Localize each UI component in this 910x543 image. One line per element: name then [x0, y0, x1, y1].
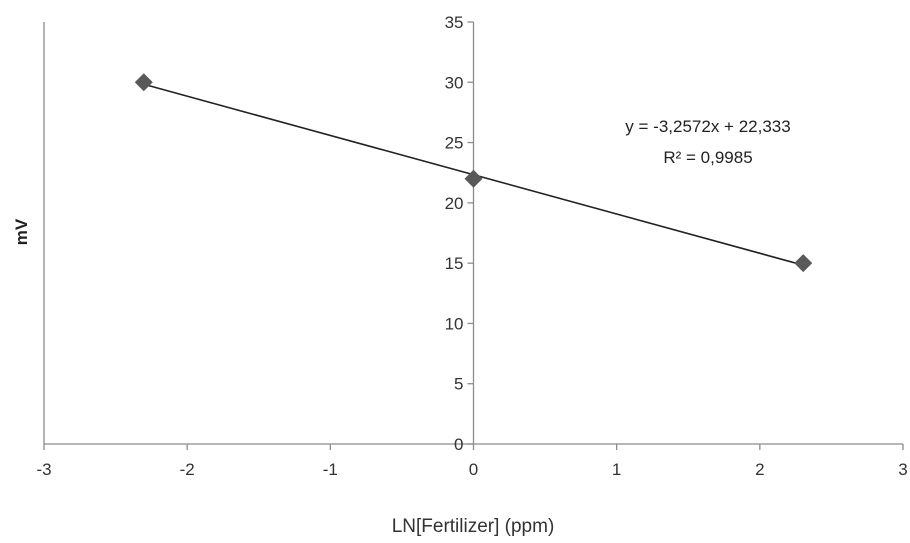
x-tick-label: -1: [323, 460, 338, 479]
tick-labels: 0 5 10 15 20 25 30 35 -3 -2 -1 0 1 2 3: [36, 13, 907, 479]
y-tick-label: 10: [445, 314, 464, 333]
data-point: [134, 73, 153, 92]
trendline-r2: R² = 0,9985: [663, 148, 752, 167]
x-tick-label: -2: [180, 460, 195, 479]
trendline-equation: y = -3,2572x + 22,333: [625, 117, 790, 136]
x-tick-label: 1: [612, 460, 621, 479]
y-tick-label: 5: [454, 375, 463, 394]
x-axis-title: LN[Fertilizer] (ppm): [392, 516, 555, 537]
y-tick-label: 30: [445, 73, 464, 92]
y-tick-label: 15: [445, 254, 464, 273]
data-point: [794, 254, 813, 273]
x-tick-label: 3: [898, 460, 907, 479]
axes: [43, 21, 904, 450]
x-tick-label: 0: [469, 460, 478, 479]
y-tick-label: 25: [445, 134, 464, 153]
y-tick-label: 35: [445, 13, 464, 32]
x-tick-label: -3: [36, 460, 51, 479]
data-point: [464, 169, 483, 188]
x-tick-label: 2: [755, 460, 764, 479]
y-tick-label: 0: [454, 435, 463, 454]
y-tick-label: 20: [445, 194, 464, 213]
plot-area: [134, 73, 813, 273]
y-axis-title: mV: [12, 218, 31, 245]
